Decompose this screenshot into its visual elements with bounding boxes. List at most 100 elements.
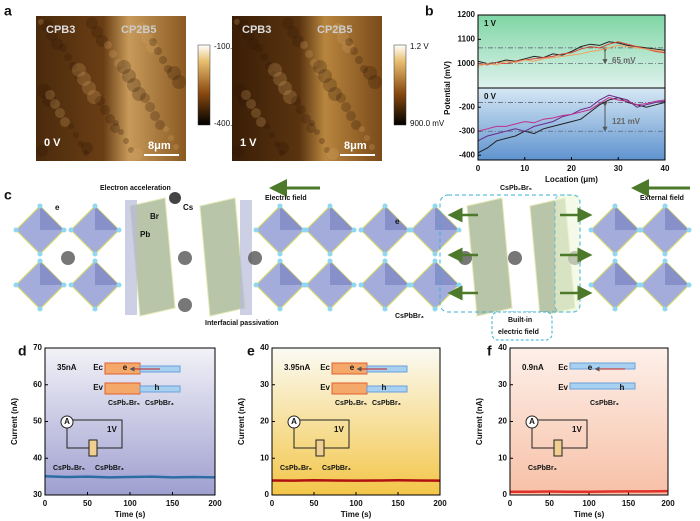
device [553,439,563,457]
y-tick-label: 40 [498,343,507,352]
br-atom [253,227,259,233]
y-tick-label: 20 [260,417,269,426]
current-label: 35nA [57,363,77,372]
bias-label: 1 V [240,137,257,149]
map-texture [91,26,103,38]
panel-label: e [247,343,255,359]
map-texture [364,135,370,141]
x-tick-label: 100 [582,499,596,508]
kpfm-map [36,16,186,161]
atom-label: Cs [183,203,194,212]
map-texture [264,123,270,129]
bias-label: 0 V [44,137,61,149]
data-line [44,475,216,479]
plot-frame [271,347,441,496]
map-texture [291,96,301,106]
carrier-label: h [382,383,387,392]
map-texture [327,148,339,160]
br-atom [408,282,414,288]
br-atom [662,306,668,312]
ammeter [287,415,301,429]
map-texture [315,68,323,76]
map-texture [368,75,382,89]
colorbar [393,44,407,126]
br-atom [638,282,644,288]
y-tick-label: 50 [33,417,42,426]
built-in-region [554,194,581,313]
schematic-label: CsPbBr₃ [395,313,424,320]
map-texture [319,138,325,144]
map-texture [110,123,120,133]
br-atom [116,282,122,288]
map-texture [87,90,101,104]
device [315,439,325,457]
device-label: CsPbBr₃ [95,465,124,472]
plot-frame [44,347,216,496]
br-atom [358,227,364,233]
data-line [477,44,666,67]
data-line [477,97,666,132]
map-texture [155,120,165,130]
map-texture [36,145,48,157]
br-atom [588,227,594,233]
bias-label: 1 V [484,19,497,28]
material-label: CsPbBr₃ [372,400,401,407]
cs-atom [178,298,192,312]
cs-atom [508,251,522,265]
x-tick-label: 0 [508,499,513,508]
map-texture [313,60,327,74]
phase-label: CPB3 [46,24,75,36]
br-atom [456,227,462,233]
band-label: Ev [558,383,568,392]
map-texture [83,150,89,156]
y-tick-label: 1100 [458,34,476,43]
plot-frame [477,87,666,161]
map-texture [241,90,251,100]
octahedron-face [330,261,354,285]
y-tick-label: 40 [33,453,42,462]
material-label: CsPbBr₃ [590,400,619,407]
map-texture [279,150,285,156]
map-texture [345,38,353,46]
y-axis-title: Potential (mV) [443,61,452,115]
schematic-label: Electric field [265,195,307,202]
br-atom [432,251,438,257]
x-tick-label: 10 [520,164,529,173]
x-tick-label: 20 [567,164,576,173]
br-atom [382,203,388,209]
y-tick-label: 70 [33,343,42,352]
map-texture [332,23,344,35]
map-texture [113,120,119,126]
br-atom [612,306,618,312]
octahedron-face [435,261,459,285]
panel-label: c [4,187,12,203]
band-left [331,382,368,395]
map-texture [234,19,240,25]
map-texture [149,38,157,46]
br-atom [13,282,19,288]
phase-label: CPB3 [242,24,271,36]
data-line [510,489,669,493]
schematic-label: External field [640,195,684,202]
y-tick-label: -200 [459,102,476,111]
x-tick-label: 200 [661,499,675,508]
band-label: Ev [320,383,330,392]
map-texture [95,96,105,106]
panel-label: a [4,3,12,19]
map-texture [256,117,266,127]
map-texture [363,66,377,80]
map-texture [274,141,280,147]
br-atom [37,306,43,312]
map-texture [305,50,313,58]
band-right [569,362,636,370]
schematic-label: electric field [498,329,539,336]
cs-atom [169,192,181,204]
octahedron-face [95,261,119,285]
map-texture [86,17,98,29]
br-atom [37,251,43,257]
map-texture [328,87,342,101]
map-texture [283,90,297,104]
device [88,439,98,457]
phase-label: CP2B5 [121,24,156,36]
